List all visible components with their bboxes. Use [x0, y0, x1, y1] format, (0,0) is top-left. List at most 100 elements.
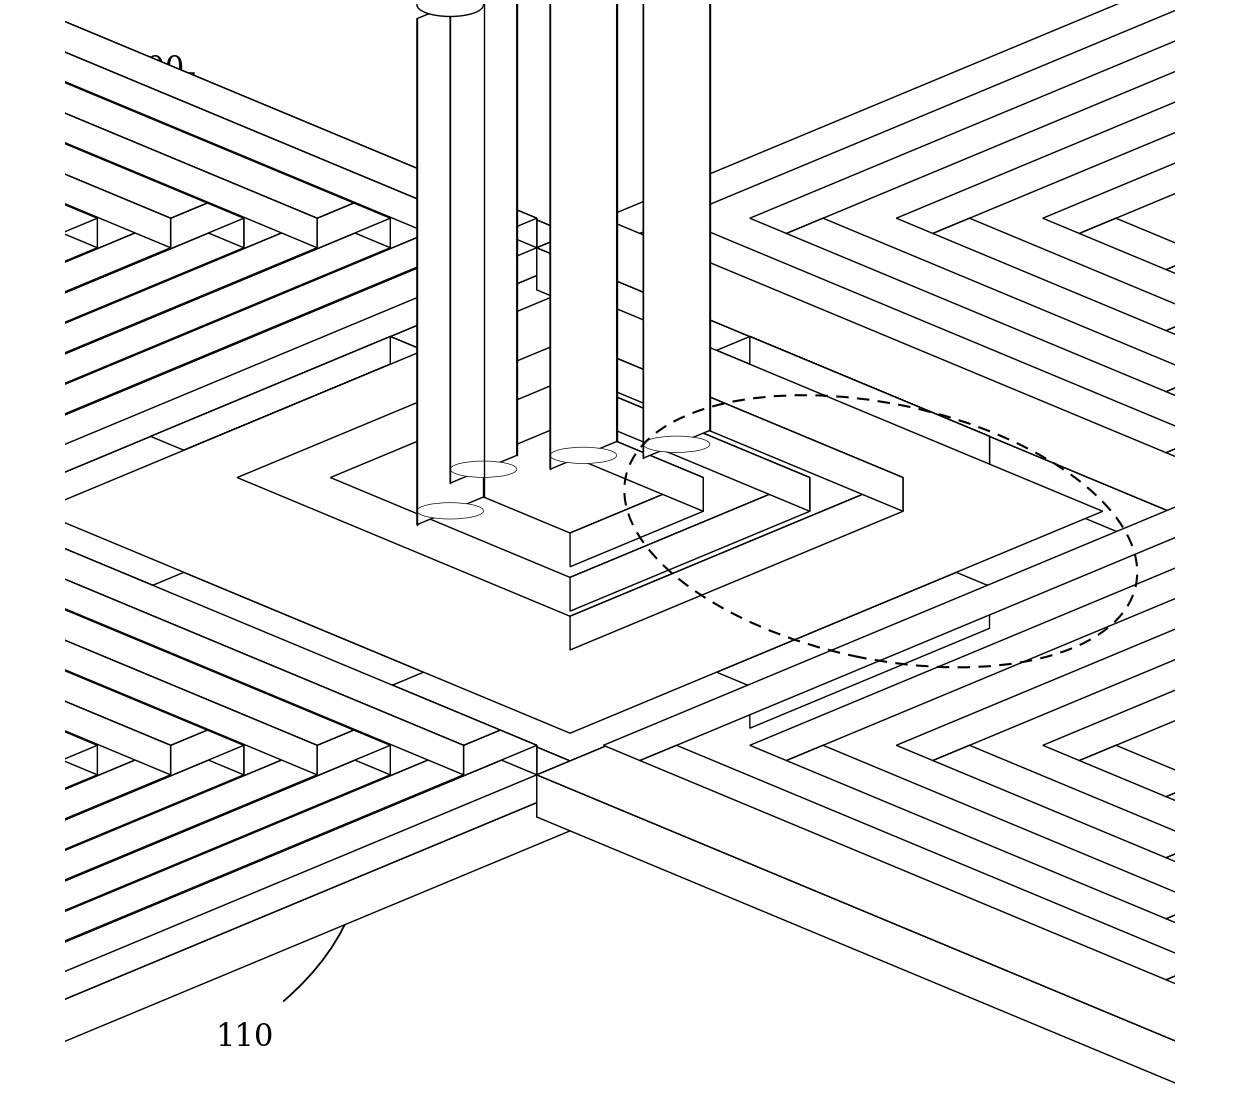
Polygon shape [640, 218, 1203, 453]
Polygon shape [0, 746, 98, 842]
Polygon shape [0, 0, 464, 248]
Polygon shape [0, 498, 604, 1052]
Polygon shape [150, 337, 424, 451]
Polygon shape [1203, 218, 1240, 314]
Polygon shape [0, 218, 537, 498]
Polygon shape [0, 730, 98, 812]
Polygon shape [1203, 679, 1240, 775]
Polygon shape [0, 587, 317, 775]
Polygon shape [537, 498, 1203, 817]
Polygon shape [1203, 218, 1240, 284]
Polygon shape [1203, 91, 1240, 248]
Polygon shape [1203, 167, 1240, 218]
Polygon shape [1166, 730, 1240, 995]
Polygon shape [1203, 746, 1240, 994]
Polygon shape [1166, 730, 1240, 873]
Polygon shape [0, 218, 317, 406]
Polygon shape [0, 730, 391, 934]
Polygon shape [0, 218, 171, 344]
Text: 110: 110 [215, 1022, 273, 1053]
Polygon shape [0, 679, 98, 775]
Polygon shape [1203, 572, 1240, 746]
Polygon shape [1043, 152, 1239, 234]
Polygon shape [717, 572, 990, 686]
Polygon shape [1203, 633, 1240, 746]
Polygon shape [1203, 121, 1240, 248]
Polygon shape [0, 182, 24, 248]
Polygon shape [1203, 511, 1240, 746]
Polygon shape [1203, 746, 1240, 902]
Ellipse shape [551, 447, 616, 464]
Text: 120: 120 [925, 191, 983, 221]
Polygon shape [1043, 679, 1239, 760]
Polygon shape [897, 618, 1239, 760]
Polygon shape [897, 91, 1239, 234]
Ellipse shape [417, 503, 484, 519]
Polygon shape [570, 477, 810, 612]
Polygon shape [0, 648, 171, 775]
Polygon shape [1203, 60, 1240, 248]
Polygon shape [1203, 0, 1240, 290]
Polygon shape [1203, 29, 1240, 248]
Polygon shape [750, 557, 1239, 760]
Polygon shape [0, 746, 317, 932]
Polygon shape [932, 746, 1203, 858]
Polygon shape [1203, 182, 1240, 248]
Polygon shape [0, 495, 537, 775]
Polygon shape [0, 511, 500, 746]
Polygon shape [604, 0, 1239, 234]
Polygon shape [537, 775, 1203, 1095]
Polygon shape [0, 45, 353, 218]
Polygon shape [150, 572, 424, 686]
Polygon shape [1203, 746, 1240, 811]
Ellipse shape [450, 461, 517, 477]
Polygon shape [1203, 746, 1240, 932]
Polygon shape [0, 746, 464, 994]
Polygon shape [330, 378, 810, 577]
Polygon shape [1203, 106, 1240, 218]
Polygon shape [1203, 218, 1240, 436]
Polygon shape [0, 572, 353, 746]
Polygon shape [786, 218, 1203, 391]
Polygon shape [1203, 218, 1240, 467]
Polygon shape [1203, 694, 1240, 746]
Polygon shape [1166, 203, 1240, 407]
Polygon shape [640, 746, 1203, 979]
Polygon shape [0, 60, 317, 248]
Polygon shape [0, 709, 24, 775]
Ellipse shape [644, 436, 709, 453]
Polygon shape [717, 337, 990, 451]
Polygon shape [1203, 45, 1240, 218]
Polygon shape [0, 167, 61, 218]
Polygon shape [450, 0, 517, 483]
Polygon shape [0, 0, 500, 218]
Polygon shape [1079, 746, 1203, 797]
Polygon shape [956, 436, 990, 492]
Polygon shape [184, 350, 424, 492]
Polygon shape [1203, 218, 1240, 344]
Polygon shape [1166, 203, 1240, 345]
Polygon shape [0, 730, 537, 995]
Polygon shape [932, 218, 1203, 331]
Polygon shape [0, 498, 604, 817]
Polygon shape [1203, 218, 1240, 406]
Polygon shape [1203, 0, 1240, 248]
Polygon shape [1203, 495, 1240, 775]
Polygon shape [1203, 248, 1240, 567]
Polygon shape [644, 0, 709, 458]
Polygon shape [417, 0, 484, 524]
Polygon shape [570, 378, 810, 511]
Polygon shape [1203, 0, 1240, 248]
Polygon shape [0, 746, 171, 872]
Polygon shape [1166, 730, 1240, 934]
Polygon shape [1203, 746, 1240, 872]
Polygon shape [1203, 152, 1240, 248]
Polygon shape [0, 746, 24, 811]
Polygon shape [0, 152, 98, 248]
Polygon shape [391, 337, 424, 392]
Polygon shape [0, 203, 98, 285]
Polygon shape [0, 527, 464, 775]
Polygon shape [1203, 587, 1240, 775]
Polygon shape [750, 337, 990, 479]
Polygon shape [1203, 709, 1240, 775]
